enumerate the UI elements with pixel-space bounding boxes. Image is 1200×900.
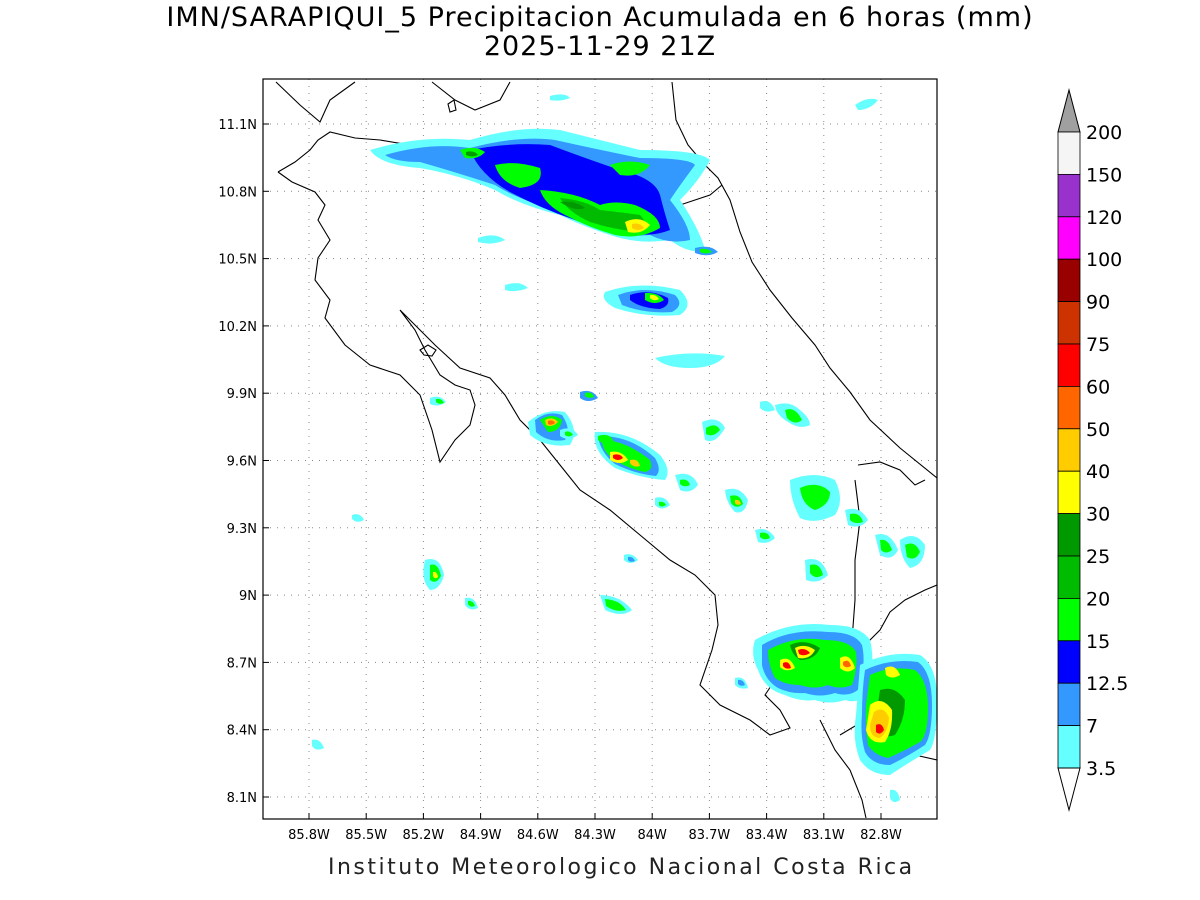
colorbar-label: 50 (1086, 419, 1110, 441)
lat-tick-label: 9.9N (227, 387, 257, 402)
chart-subtitle: 2025-11-29 21Z (483, 31, 717, 62)
colorbar-swatch (1057, 640, 1081, 684)
colorbar-swatch (1057, 513, 1081, 557)
chart-title: IMN/SARAPIQUI_5 Precipitacion Acumulada … (166, 2, 1034, 33)
lat-tick-label: 9N (239, 589, 257, 604)
lon-tick-label: 85.5W (345, 828, 387, 843)
mid-rain-cells (312, 390, 810, 750)
colorbar-swatch (1057, 131, 1081, 175)
lon-tick-label: 83.7W (688, 828, 730, 843)
colorbar-bottom-arrow (1057, 767, 1081, 812)
colorbar-swatch (1057, 385, 1081, 430)
colorbar-label: 15 (1086, 631, 1110, 653)
lat-tick-label: 9.6N (227, 455, 257, 470)
colorbar-label: 75 (1086, 334, 1110, 356)
panama-border (851, 461, 926, 641)
colorbar-swatch (1057, 428, 1081, 472)
lon-tick-label: 82.8W (860, 828, 902, 843)
colorbar-swatch (1057, 216, 1081, 260)
colorbar-swatch (1057, 598, 1081, 642)
colorbar-label: 40 (1086, 461, 1110, 483)
precipitation-field (312, 94, 937, 803)
lake-nicaragua-islet (447, 99, 457, 113)
colorbar-label: 90 (1086, 292, 1110, 314)
colorbar-label: 7 (1086, 716, 1098, 738)
lat-tick-label: 11.1N (218, 118, 257, 133)
nicoya-gulf-island (419, 344, 437, 357)
colorbar-swatch (1057, 682, 1081, 727)
lon-tick-label: 84.3W (574, 828, 616, 843)
plot-frame (262, 78, 938, 820)
colorbar-label: 20 (1086, 588, 1110, 610)
colorbar-label: 150 (1086, 164, 1122, 186)
lon-tick-label: 83.1W (803, 828, 845, 843)
colorbar: 200 150 120 100 90 75 60 50 40 30 25 20 15 12.5 7 3.5 (1057, 88, 1128, 812)
colorbar-top-arrow (1057, 88, 1081, 133)
lat-tick-label: 8.1N (227, 791, 257, 806)
colorbar-swatch (1057, 258, 1081, 303)
colorbar-label: 100 (1086, 249, 1122, 271)
lon-tick-label: 83.4W (746, 828, 788, 843)
lat-tick-label: 10.8N (218, 185, 257, 200)
lat-tick-label: 10.2N (218, 320, 257, 335)
lon-tick-label: 85.8W (288, 828, 330, 843)
lon-tick-label: 84.9W (460, 828, 502, 843)
lat-tick-label: 8.7N (227, 656, 257, 671)
lat-tick-label: 8.4N (227, 724, 257, 739)
colorbar-swatch (1057, 725, 1081, 769)
lon-tick-label: 85.2W (402, 828, 444, 843)
northern-rain-band (370, 94, 878, 292)
colorbar-label: 30 (1086, 504, 1110, 526)
lon-tick-label: 84W (637, 828, 667, 843)
colorbar-swatch (1057, 343, 1081, 387)
colorbar-label: 12.5 (1086, 673, 1128, 695)
colorbar-label: 200 (1086, 122, 1122, 144)
footer-credit: Instituto Meteorologico Nacional Costa R… (328, 855, 915, 880)
lon-tick-label: 84.6W (517, 828, 559, 843)
colorbar-swatch (1057, 470, 1081, 515)
colorbar-label: 120 (1086, 207, 1122, 229)
colorbar-label: 25 (1086, 546, 1110, 568)
lat-tick-label: 10.5N (218, 253, 257, 268)
colorbar-swatch (1057, 301, 1081, 345)
colorbar-label: 3.5 (1086, 758, 1116, 780)
colorbar-swatch (1057, 173, 1081, 218)
lat-tick-label: 9.3N (227, 522, 257, 537)
caribbean-coastline (275, 81, 937, 479)
grid-lines (263, 79, 937, 819)
colorbar-label: 60 (1086, 376, 1110, 398)
southern-rain-cluster (735, 475, 937, 803)
central-rain-cell (603, 285, 725, 368)
colorbar-swatch (1057, 555, 1081, 599)
axis-ticks: 85.8W 85.5W 85.2W 84.9W 84.6W 84.3W 84W 83.7W 83… (218, 118, 902, 843)
